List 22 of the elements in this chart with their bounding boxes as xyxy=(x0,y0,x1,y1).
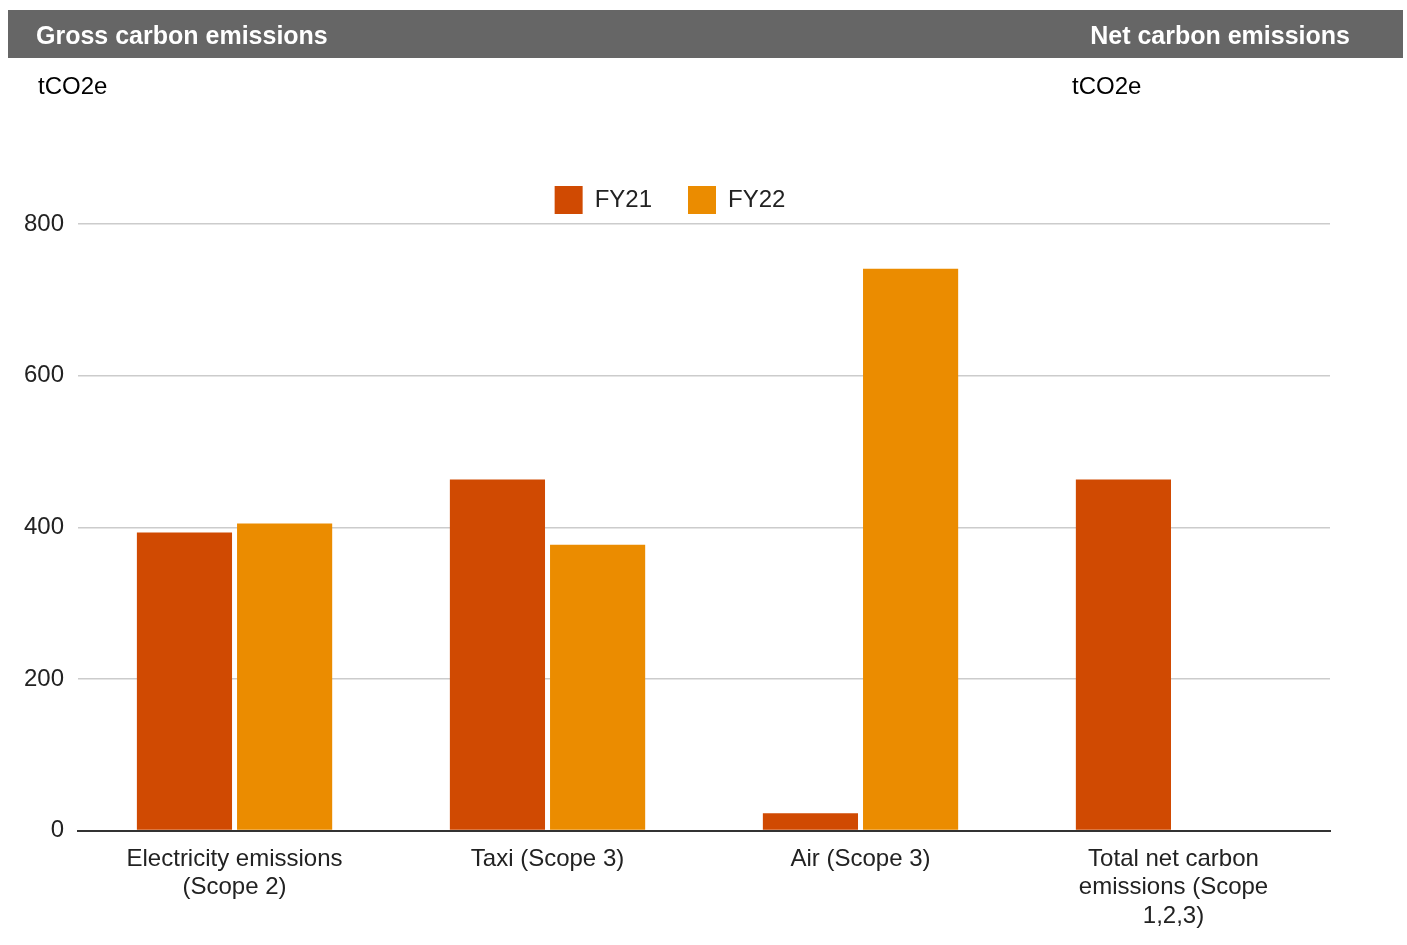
bar xyxy=(237,523,333,830)
legend-label: FY22 xyxy=(728,184,786,212)
x-tick-label: Electricity emissions (Scope 2) xyxy=(126,843,343,900)
bar xyxy=(1075,479,1171,830)
text: Net carbon emissions xyxy=(1090,21,1350,50)
legend-label: FY21 xyxy=(594,184,653,212)
bar xyxy=(550,544,646,830)
x-tick-label: Taxi (Scope 3) xyxy=(470,843,625,871)
chart-title: Gross carbon emissions xyxy=(36,21,328,50)
text: tCO2e xyxy=(1072,72,1142,100)
y-tick-label: 800 xyxy=(24,208,65,236)
bar xyxy=(863,268,959,830)
y-tick-label: 600 xyxy=(24,360,65,388)
bar xyxy=(449,479,546,830)
x-tick-label: Total net carbon emissions (Scope 1,2,3) xyxy=(1078,843,1269,929)
y-tick-label: 0 xyxy=(50,815,65,843)
y-axis-title: tCO2e xyxy=(38,72,108,100)
bar xyxy=(136,532,233,830)
x-tick-label: Air (Scope 3) xyxy=(790,843,931,871)
bar xyxy=(762,813,859,830)
y-tick-label: 200 xyxy=(24,663,65,691)
y-tick-label: 400 xyxy=(24,511,65,539)
